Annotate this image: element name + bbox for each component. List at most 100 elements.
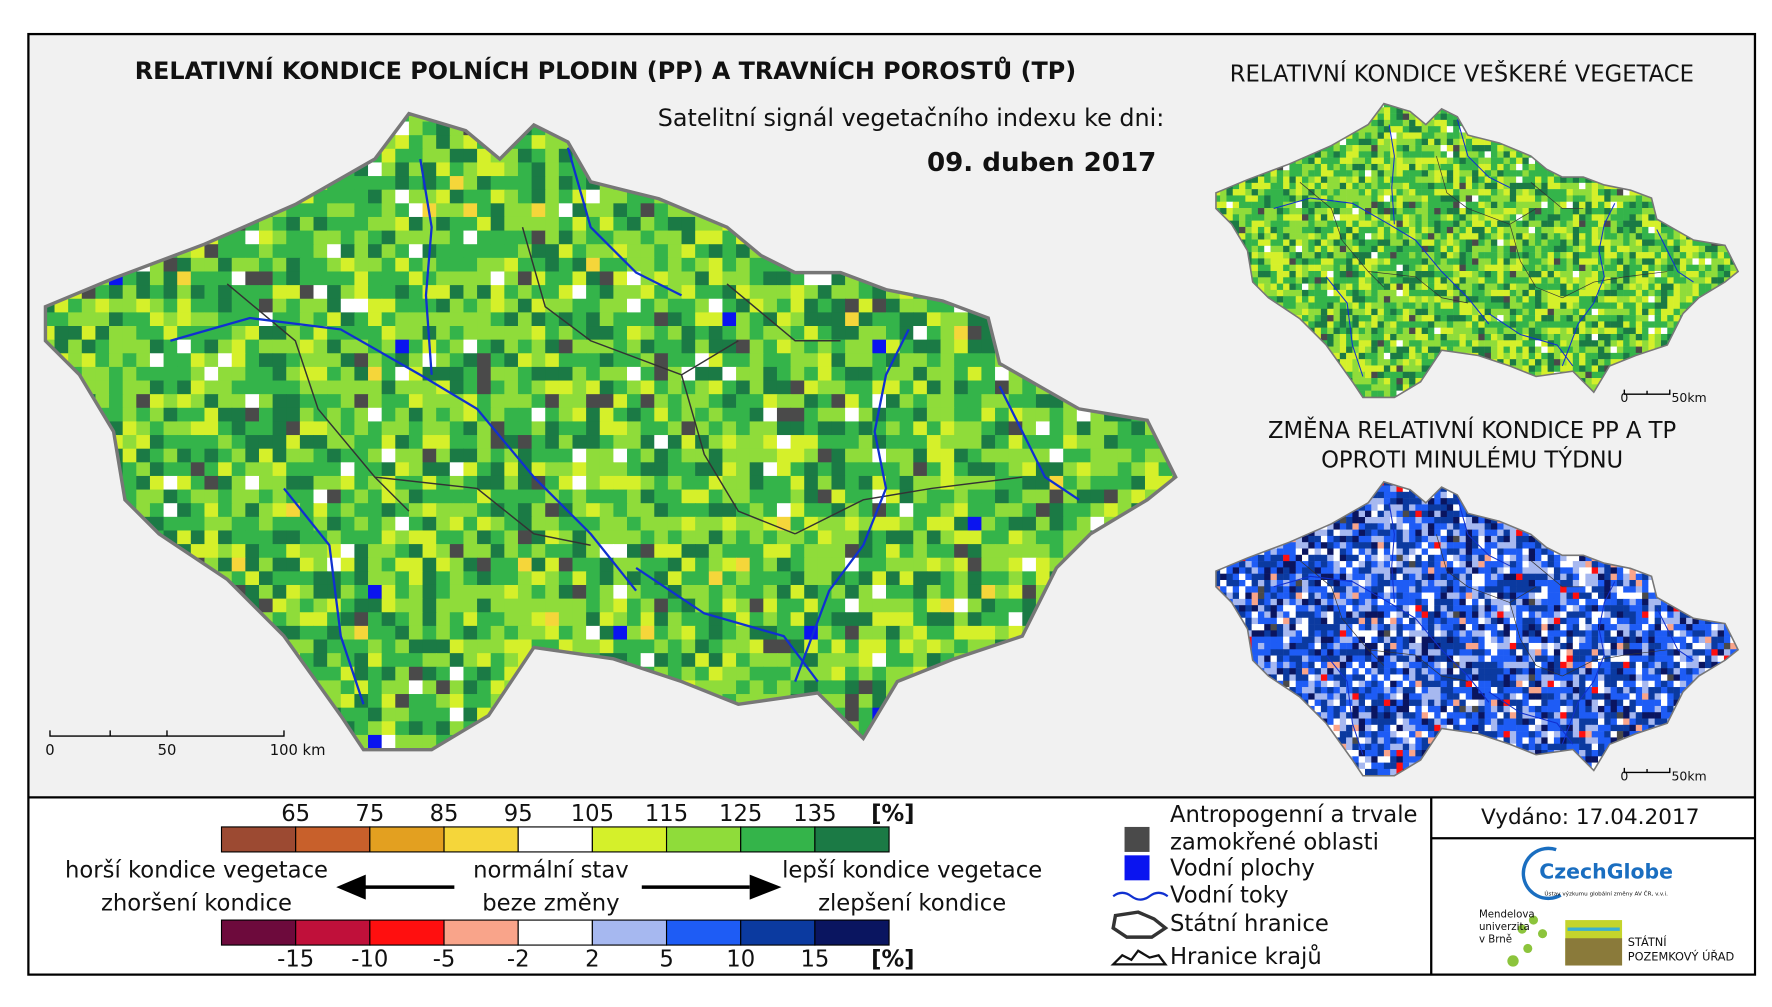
map-cell (722, 394, 736, 408)
map-cell (709, 640, 723, 654)
map-cell (286, 435, 300, 449)
map-cell (777, 680, 791, 694)
map-cell (736, 394, 750, 408)
map-cell (545, 612, 559, 626)
map-cell (382, 176, 396, 190)
map-cell (423, 640, 437, 654)
map-cell (1447, 139, 1454, 146)
map-cell (600, 571, 614, 585)
map-cell (409, 285, 423, 299)
map-cell (164, 271, 178, 285)
map-cell (572, 394, 586, 408)
map-cell (463, 653, 477, 667)
map-cell (463, 626, 477, 640)
map-cell (423, 585, 437, 599)
map-cell (791, 462, 805, 476)
map-cell (1428, 158, 1435, 165)
map-cell (382, 149, 396, 163)
map-cell (191, 503, 205, 517)
map-cell (368, 190, 382, 204)
map-cell (954, 599, 968, 613)
map-cell (654, 326, 668, 340)
map-cell (613, 299, 627, 313)
map-cell (654, 435, 668, 449)
map-cell (722, 626, 736, 640)
map-cell (968, 394, 982, 408)
map-cell (95, 312, 109, 326)
map-cell (463, 571, 477, 585)
map-cell (791, 299, 805, 313)
map-cell (995, 490, 1009, 504)
map-cell (709, 299, 723, 313)
map-cell (559, 394, 573, 408)
map-cell (382, 340, 396, 354)
map-cell (477, 285, 491, 299)
map-cell (818, 680, 832, 694)
map-cell (463, 176, 477, 190)
map-cell (1428, 164, 1435, 171)
map-cell (382, 462, 396, 476)
map-cell (600, 462, 614, 476)
map-cell (1346, 164, 1353, 171)
map-cell (177, 353, 191, 367)
map-cell (941, 544, 955, 558)
map-cell (1289, 164, 1296, 171)
map-cell (682, 271, 696, 285)
map-cell (463, 408, 477, 422)
map-cell (1104, 449, 1118, 463)
map-cell (654, 421, 668, 435)
map-cell (1036, 408, 1050, 422)
map-cell (436, 490, 450, 504)
map-cell (327, 462, 341, 476)
map-cell (273, 244, 287, 258)
map-cell (68, 312, 82, 326)
map-cell (627, 244, 641, 258)
map-cell (791, 381, 805, 395)
map-cell (913, 312, 927, 326)
map-cell (545, 435, 559, 449)
map-cell (1118, 462, 1132, 476)
map-cell (532, 585, 546, 599)
map-cell (436, 449, 450, 463)
map-cell (668, 653, 682, 667)
map-cell (572, 571, 586, 585)
map-cell (191, 340, 205, 354)
map-cell (900, 312, 914, 326)
map-cell (586, 544, 600, 558)
map-cell (1409, 164, 1416, 171)
map-cell (600, 394, 614, 408)
map-cell (1346, 151, 1353, 158)
map-cell (763, 653, 777, 667)
map-cell (314, 476, 328, 490)
map-cell (818, 367, 832, 381)
map-cell (314, 271, 328, 285)
map-cell (791, 680, 805, 694)
map-cell (641, 312, 655, 326)
map-cell (395, 612, 409, 626)
map-cell (831, 612, 845, 626)
map-cell (354, 721, 368, 735)
map-cell (382, 258, 396, 272)
map-cell (368, 667, 382, 681)
map-cell (954, 367, 968, 381)
map-cell (845, 626, 859, 640)
map-cell (314, 285, 328, 299)
map-cell (1009, 435, 1023, 449)
map-cell (491, 435, 505, 449)
map-cell (491, 244, 505, 258)
map-cell (968, 367, 982, 381)
map-cell (1022, 571, 1036, 585)
map-cell (1365, 139, 1372, 146)
map-cell (886, 571, 900, 585)
map-cell (259, 571, 273, 585)
map-cell (436, 408, 450, 422)
map-cell (600, 530, 614, 544)
map-cell (504, 271, 518, 285)
map-cell (218, 367, 232, 381)
map-cell (831, 408, 845, 422)
map-cell (164, 381, 178, 395)
map-cell (913, 476, 927, 490)
map-cell (477, 694, 491, 708)
map-cell (613, 271, 627, 285)
map-cell (245, 326, 259, 340)
